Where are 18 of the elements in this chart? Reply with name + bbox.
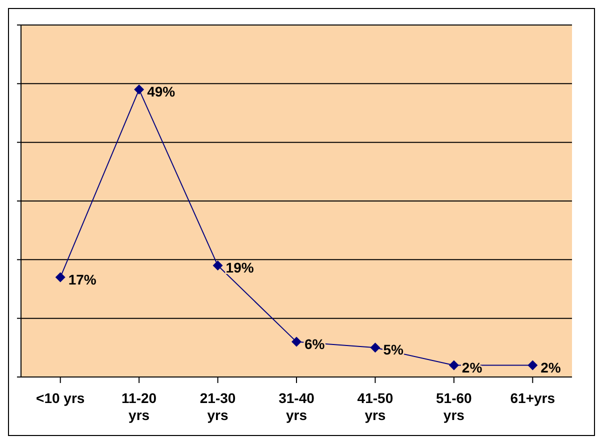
x-tick-label: 41-50 yrs (357, 390, 394, 423)
x-tick-label: 61+yrs (510, 390, 556, 406)
data-label: 19% (226, 260, 254, 276)
data-label: 17% (68, 271, 97, 288)
point (134, 84, 144, 95)
x-tick-label: 51-60 yrs (436, 390, 472, 423)
x-tick-label: 21-30 yrs (200, 390, 236, 423)
point (448, 360, 459, 370)
x-tick-label: 11-20 yrs (122, 390, 157, 423)
x-tick-label: 31-40 yrs (278, 390, 315, 423)
point (55, 272, 66, 282)
point (528, 360, 538, 370)
point (292, 336, 302, 347)
data-label: 2% (540, 359, 562, 376)
point (212, 260, 223, 271)
point (370, 342, 380, 353)
x-tick-label: <10 yrs (36, 390, 85, 406)
data-label: 49% (147, 84, 176, 100)
